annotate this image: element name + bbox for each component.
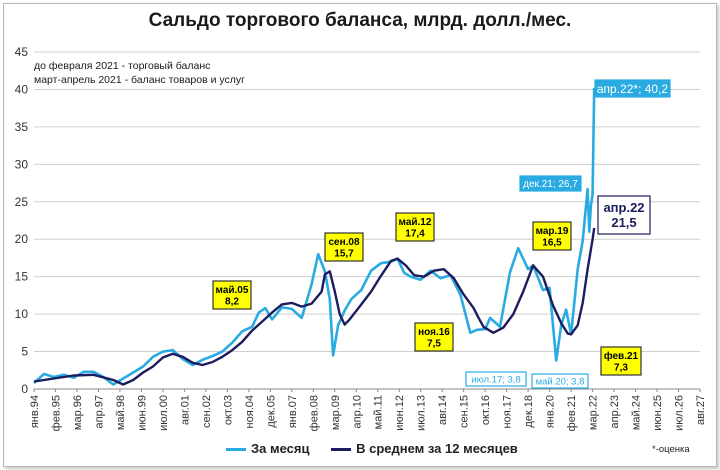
y-tick-label: 5 — [21, 345, 28, 359]
x-tick-label: янв.07 — [287, 395, 299, 428]
y-tick-label: 25 — [15, 195, 29, 209]
series-average-line — [33, 227, 596, 386]
annotation-text: дек.21; 26,7 — [523, 179, 578, 190]
x-tick-label: ноя.17 — [502, 395, 514, 428]
x-tick-label: фев.08 — [308, 395, 320, 431]
x-tick-label: мар.09 — [330, 395, 342, 430]
annotation-text: май.12 — [399, 217, 432, 228]
annotation-text: май.20; 3,8 — [536, 376, 585, 387]
y-tick-label: 0 — [21, 382, 28, 396]
x-tick-label: июн.12 — [394, 395, 406, 431]
x-tick-label: июн.99 — [136, 395, 148, 431]
legend-swatch-average — [331, 448, 352, 452]
y-axis-labels: 0 5 10 15 20 25 30 35 40 45 — [15, 45, 29, 396]
chart-title: Сальдо торгового баланса, млрд. долл./ме… — [148, 10, 572, 31]
x-tick-label: фев.21 — [566, 395, 578, 431]
x-tick-label: ноя.04 — [244, 395, 256, 428]
annotation-text: 7,5 — [427, 338, 441, 349]
x-tick-label: сен.02 — [201, 395, 213, 428]
annotation-text: ноя.16 — [418, 327, 450, 338]
annotation-label: май.058,2 — [212, 280, 252, 310]
annotation-text: 16,5 — [542, 237, 562, 248]
x-tick-label: мар.96 — [72, 395, 84, 430]
annotation-label: дек.21; 26,7 — [519, 175, 582, 192]
footnote: *-оценка — [652, 444, 690, 455]
x-tick-label: апр.10 — [351, 395, 363, 428]
annotation-text: май.05 — [216, 285, 249, 296]
y-tick-label: 45 — [15, 45, 29, 59]
annotation-text: сен.08 — [328, 237, 360, 248]
annotation-box — [594, 79, 671, 98]
x-tick-label: дек.05 — [265, 395, 277, 428]
annotation-box — [531, 373, 589, 389]
x-tick-label: май.11 — [373, 395, 385, 429]
annotation-box — [414, 322, 454, 352]
y-tick-label: 10 — [15, 307, 29, 321]
annotation-text: 8,2 — [225, 296, 239, 307]
annotation-label: июл.17; 3,8 — [465, 371, 527, 387]
y-tick-label: 30 — [15, 157, 29, 171]
annotation-text: 21,5 — [611, 215, 636, 230]
series-monthly-line — [33, 87, 596, 386]
y-tick-label: 35 — [15, 120, 29, 134]
annotation-box — [519, 175, 582, 192]
annotation-text: 15,7 — [334, 248, 354, 259]
x-tick-label: апр.97 — [93, 395, 105, 428]
x-tick-label: мар.22 — [588, 395, 600, 430]
x-tick-label: авг.01 — [179, 395, 191, 425]
y-tick-label: 40 — [15, 82, 29, 96]
note-line-2: март-апрель 2021 - баланс товаров и услу… — [34, 74, 245, 86]
annotation-text: апр.22 — [603, 200, 644, 215]
x-axis-labels: янв.94 фев.95 мар.96 апр.97 май.98 июн.99 июл.… — [29, 389, 707, 431]
x-tick-label: окт.16 — [480, 395, 492, 425]
legend-swatch-monthly — [226, 448, 246, 452]
legend-item-average: В среднем за 12 месяцев — [331, 441, 518, 456]
x-tick-label: фев.95 — [50, 395, 62, 431]
annotation-text: апр.22*; 40,2 — [597, 82, 669, 96]
legend-item-monthly: За месяц — [226, 441, 309, 456]
x-tick-label: июл.00 — [158, 395, 170, 431]
annotation-label: фев.217,3 — [600, 346, 642, 376]
x-tick-label: июл.13 — [416, 395, 428, 431]
annotation-box — [465, 371, 527, 387]
annotation-box — [324, 232, 364, 262]
x-tick-label: авг.27 — [695, 395, 707, 425]
annotation-box — [597, 195, 651, 235]
x-tick-label: авг.14 — [437, 395, 449, 425]
annotation-label: май.20; 3,8 — [531, 373, 589, 389]
x-tick-label: май.24 — [631, 395, 643, 430]
legend-label-average: В среднем за 12 месяцев — [356, 441, 518, 456]
x-tick-label: июн.25 — [652, 395, 664, 431]
y-tick-label: 15 — [15, 270, 29, 284]
x-tick-label: май.98 — [115, 395, 127, 430]
annotation-text: мар.19 — [536, 226, 569, 237]
x-tick-label: дек.18 — [523, 395, 535, 428]
annotation-box — [532, 221, 572, 251]
y-tick-label: 20 — [15, 232, 29, 246]
annotation-text: 7,3 — [614, 362, 628, 373]
x-tick-label: янв.94 — [29, 395, 41, 428]
x-tick-label: апр.23 — [609, 395, 621, 428]
annotation-box — [395, 212, 435, 242]
annotation-box — [212, 280, 252, 310]
note-line-1: до февраля 2021 - торговый баланс — [34, 60, 211, 72]
annotation-label: апр.22*; 40,2 — [594, 79, 671, 98]
legend: За месяц В среднем за 12 месяцев — [226, 441, 536, 456]
x-tick-label: июл.26 — [674, 395, 686, 431]
annotation-label: ноя.167,5 — [414, 322, 454, 352]
x-tick-label: янв.20 — [545, 395, 557, 428]
x-tick-label: сен.15 — [459, 395, 471, 428]
x-tick-label: окт.03 — [222, 395, 234, 425]
legend-label-monthly: За месяц — [251, 441, 310, 456]
annotation-box — [600, 346, 642, 376]
annotation-text: 17,4 — [405, 228, 425, 239]
annotation-text: июл.17; 3,8 — [471, 374, 520, 385]
annotation-text: фев.21 — [604, 350, 639, 362]
